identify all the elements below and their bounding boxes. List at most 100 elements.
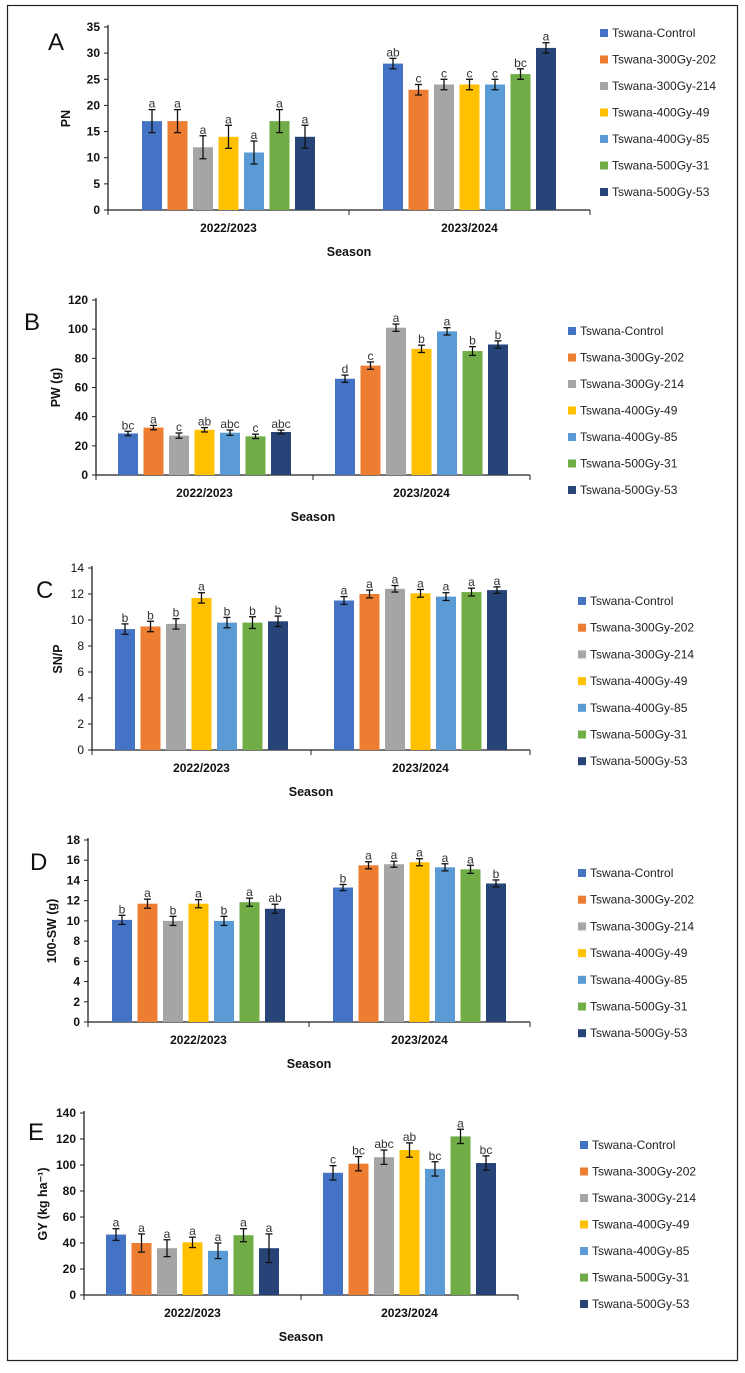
bar-Tswana-400Gy-49 (194, 429, 215, 475)
bar-Tswana-500Gy-31 (242, 622, 263, 750)
significance-letter: bc (122, 418, 135, 432)
significance-letter: a (189, 1224, 196, 1238)
panel-A: A 0 5 10 15 20 25 30 35 PN 2022/2023 a a a a a a a 2023/20… (48, 20, 716, 259)
y-tick-label: 20 (87, 98, 101, 112)
bar-Tswana-400Gy-49 (188, 903, 209, 1022)
bar-Tswana-Control (106, 1234, 126, 1295)
bar-Tswana-400Gy-85 (436, 596, 456, 750)
significance-letter: c (253, 421, 259, 435)
y-tick-label: 10 (71, 613, 85, 627)
legend-swatch (580, 1273, 588, 1282)
bar-Tswana-500Gy-53 (487, 590, 507, 750)
bar-Tswana-500Gy-31 (461, 592, 482, 750)
significance-letter: abc (271, 417, 290, 431)
bar-Tswana-500Gy-53 (259, 1248, 279, 1295)
legend-swatch (578, 869, 586, 877)
bar-Tswana-400Gy-49 (182, 1242, 203, 1295)
legend-swatch (600, 82, 608, 90)
bar-Tswana-Control (118, 433, 138, 475)
bar-Tswana-400Gy-49 (191, 597, 212, 750)
y-tick-label: 0 (73, 1015, 80, 1029)
significance-letter: c (368, 349, 374, 363)
legend-swatch (600, 108, 608, 117)
significance-letter: a (144, 886, 151, 900)
legend-label: Tswana-Control (590, 594, 673, 608)
bar-Tswana-Control (323, 1172, 343, 1295)
significance-letter: a (416, 846, 423, 860)
legend-swatch (580, 1247, 588, 1255)
significance-letter: b (224, 604, 231, 618)
legend-label: Tswana-Control (580, 324, 663, 338)
y-tick-label: 4 (77, 691, 84, 705)
significance-letter: a (494, 574, 501, 588)
legend-label: Tswana-300Gy-214 (612, 79, 716, 93)
legend-label: Tswana-400Gy-85 (590, 701, 688, 715)
panel-label: C (36, 577, 53, 604)
legend-label: Tswana-500Gy-31 (612, 159, 710, 173)
y-tick-label: 14 (71, 561, 85, 575)
legend-swatch (578, 1002, 586, 1011)
y-tick-label: 80 (63, 1184, 77, 1198)
significance-letter: a (302, 112, 309, 126)
significance-letter: a (467, 852, 474, 866)
legend-label: Tswana-500Gy-31 (590, 1000, 688, 1014)
significance-letter: a (240, 1216, 247, 1230)
significance-letter: a (341, 584, 348, 598)
significance-letter: a (417, 576, 424, 590)
significance-letter: ab (268, 891, 282, 905)
legend-swatch (578, 757, 586, 766)
panel-label: B (24, 309, 40, 336)
bar-Tswana-Control (115, 629, 135, 750)
legend-label: Tswana-500Gy-53 (612, 185, 710, 199)
legend-swatch (578, 922, 586, 931)
bar-Tswana-300Gy-214 (385, 588, 405, 750)
x-tick-label: 2022/2023 (176, 486, 233, 500)
y-tick-label: 80 (75, 351, 89, 365)
bar-Tswana-400Gy-85 (435, 867, 455, 1022)
y-tick-label: 14 (67, 873, 81, 887)
bar-Tswana-400Gy-49 (410, 593, 431, 750)
bar-Tswana-300Gy-214 (384, 864, 404, 1022)
bar-Tswana-Control (334, 600, 354, 750)
significance-letter: a (393, 311, 400, 325)
significance-letter: a (195, 887, 202, 901)
bar-Tswana-500Gy-53 (488, 344, 508, 475)
panel-label: D (30, 849, 47, 876)
legend-label: Tswana-500Gy-53 (590, 754, 688, 768)
legend-swatch (568, 486, 576, 494)
x-tick-label: 2022/2023 (164, 1306, 221, 1320)
legend-label: Tswana-500Gy-53 (590, 1026, 688, 1040)
legend-swatch (580, 1300, 588, 1308)
significance-letter: a (442, 851, 449, 865)
y-tick-label: 12 (67, 894, 81, 908)
x-tick-label: 2022/2023 (200, 221, 257, 235)
legend-swatch (578, 730, 586, 739)
significance-letter: b (249, 604, 256, 618)
significance-letter: d (342, 362, 349, 376)
bar-Tswana-300Gy-214 (163, 920, 183, 1022)
panel-label: A (48, 29, 64, 56)
y-tick-label: 120 (68, 293, 88, 307)
legend-label: Tswana-Control (592, 1138, 675, 1152)
legend-label: Tswana-400Gy-49 (592, 1218, 690, 1232)
bar-Tswana-400Gy-49 (399, 1150, 420, 1295)
panel-label: E (28, 1119, 44, 1146)
significance-letter: a (150, 412, 157, 426)
bar-Tswana-300Gy-202 (137, 903, 158, 1022)
legend-swatch (578, 677, 586, 686)
y-tick-label: 20 (75, 439, 89, 453)
y-axis-label: PN (59, 110, 73, 127)
significance-letter: a (543, 30, 550, 44)
significance-letter: b (122, 611, 129, 625)
legend-label: Tswana-500Gy-31 (592, 1271, 690, 1285)
significance-letter: b (340, 871, 347, 885)
legend-label: Tswana-300Gy-202 (590, 893, 694, 907)
significance-letter: abc (374, 1137, 393, 1151)
bar-Tswana-400Gy-85 (214, 920, 234, 1022)
significance-letter: a (200, 123, 207, 137)
bar-Tswana-500Gy-31 (239, 902, 260, 1022)
y-tick-label: 40 (63, 1236, 77, 1250)
significance-letter: a (276, 97, 283, 111)
legend-label: Tswana-300Gy-202 (592, 1165, 696, 1179)
